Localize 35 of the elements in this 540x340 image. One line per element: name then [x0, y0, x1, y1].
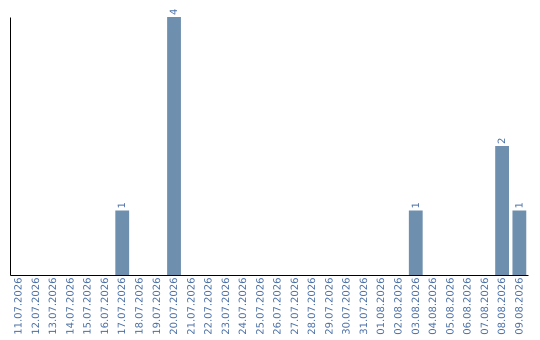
x-tick-label: 06.08.2026 [462, 278, 474, 335]
x-tick-label: 12.07.2026 [30, 278, 42, 335]
x-tick-label: 17.07.2026 [117, 278, 128, 335]
x-tick-label: 04.08.2026 [428, 278, 440, 335]
x-tick-label: 16.07.2026 [100, 278, 111, 335]
x-tick-label: 27.07.2026 [290, 278, 301, 335]
x-tick-label: 31.07.2026 [358, 278, 370, 335]
x-tick-label: 03.08.2026 [410, 278, 422, 335]
data-label: 1 [410, 202, 422, 208]
x-tick-label: 09.08.2026 [514, 278, 526, 335]
x-tick-label: 25.07.2026 [255, 278, 266, 335]
x-tick-label: 22.07.2026 [204, 278, 215, 335]
x-tick-label: 23.07.2026 [220, 278, 232, 335]
x-tick-label: 08.08.2026 [497, 278, 508, 335]
x-tick-label: 07.08.2026 [480, 278, 491, 335]
x-tick-label: 11.07.2026 [14, 278, 25, 335]
x-tick-label: 30.07.2026 [342, 278, 353, 335]
x-tick-label: 28.07.2026 [307, 278, 318, 335]
x-tick-label: 15.07.2026 [82, 278, 94, 335]
x-tick-label: 21.07.2026 [186, 278, 198, 335]
x-tick-label: 18.07.2026 [134, 278, 146, 335]
x-tick-label: 24.07.2026 [238, 278, 250, 335]
data-label: 1 [117, 202, 128, 208]
data-label: 4 [169, 8, 180, 15]
x-tick-label: 19.07.2026 [152, 278, 163, 335]
x-tick-label: 05.08.2026 [445, 278, 456, 335]
x-tick-label: 13.07.2026 [48, 278, 60, 335]
data-label: 1 [514, 202, 526, 208]
x-tick-label: 29.07.2026 [324, 278, 336, 335]
x-tick-label: 01.08.2026 [376, 278, 388, 335]
x-tick-label: 14.07.2026 [65, 278, 76, 335]
x-tick-label: 20.07.2026 [169, 278, 180, 335]
data-label: 2 [497, 138, 508, 144]
x-tick-label: 26.07.2026 [272, 278, 284, 335]
x-tick-label: 02.08.2026 [394, 278, 404, 335]
